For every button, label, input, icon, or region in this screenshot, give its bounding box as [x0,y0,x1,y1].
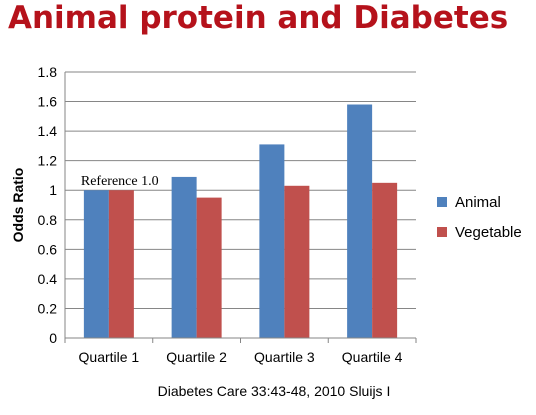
annotations: Reference 1.0 [81,174,159,189]
slide-title: Animal protein and Diabetes [8,0,509,36]
legend-label-animal: Animal [455,194,501,211]
x-tick-label: Quartile 2 [166,349,227,365]
bar-animal-1 [83,190,109,338]
y-tick-label: 0.6 [38,241,58,257]
bar-animal-4 [347,104,373,338]
y-axis-title: Odds Ratio [10,168,26,243]
y-tick-label: 1 [49,182,57,198]
bar-vegetable-3 [284,185,310,338]
y-tick-label: 1.2 [38,153,58,169]
y-tick-label: 0 [49,330,57,346]
reference-annotation: Reference 1.0 [81,174,159,189]
bar-animal-3 [259,144,285,338]
y-tick-label: 0.2 [38,300,58,316]
x-tick-label: Quartile 3 [254,349,315,365]
bar-vegetable-1 [108,190,134,338]
odds-ratio-bar-chart: 0 0.2 0.4 0.6 0.8 1 1.2 1.4 1.6 1.8 Odds Ratio Quar… [10,64,522,365]
citation: Diabetes Care 33:43-48, 2010 Sluijs I [157,383,391,399]
y-tick-label: 1.8 [38,64,58,80]
axes [64,72,417,343]
x-tick-label: Quartile 1 [79,349,140,365]
legend-label-vegetable: Vegetable [455,224,522,241]
legend-swatch-vegetable [437,227,447,237]
y-tick-label: 1.6 [38,94,58,110]
y-tick-label: 1.4 [38,123,58,139]
y-tick-label: 0.4 [38,271,58,287]
bars [83,104,398,338]
bar-vegetable-4 [372,182,398,338]
bar-vegetable-2 [196,197,222,338]
bar-animal-2 [171,176,197,338]
y-tick-label: 0.8 [38,212,58,228]
legend-swatch-animal [437,197,447,207]
legend: Animal Vegetable [437,194,522,241]
tick-labels: 0 0.2 0.4 0.6 0.8 1 1.2 1.4 1.6 1.8 Odds Ratio Quar… [10,64,403,365]
x-tick-label: Quartile 4 [342,349,403,365]
